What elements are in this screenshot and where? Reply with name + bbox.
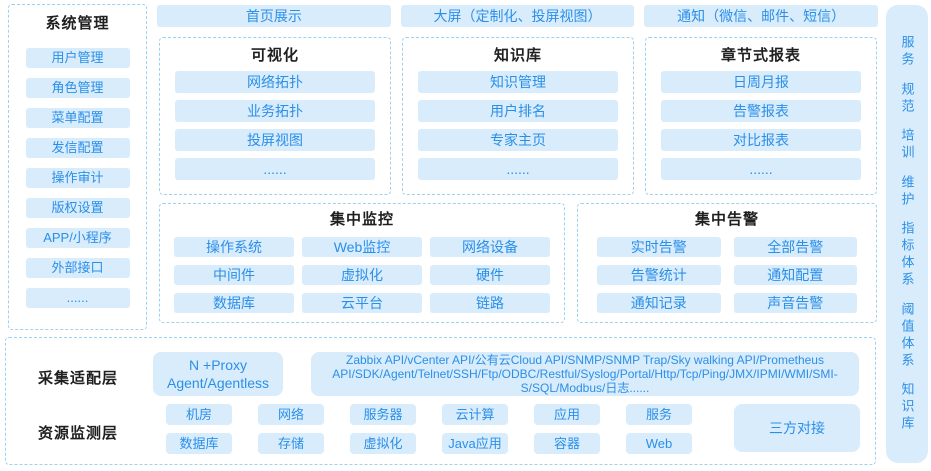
tile-database: 数据库 [166,433,232,454]
feature-row: 可视化 网络拓扑 业务拓扑 投屏视图 ...... 知识库 知识管理 用户排名 … [159,37,877,195]
tile-notification: 通知（微信、邮件、短信） [644,5,879,27]
tile-network-topology: 网络拓扑 [175,71,375,93]
tile-notification-record: 通知记录 [597,293,721,313]
tile-virtualization: 虚拟化 [350,433,416,454]
right-panel-item-threshold-system: 阈值体系 [899,301,915,370]
menu-tile-menu-config: 菜单配置 [25,108,130,128]
menu-tile-user-management: 用户管理 [25,48,130,68]
menu-tile-operation-audit: 操作审计 [25,168,130,188]
tile-link: 链路 [430,293,550,313]
tile-application: 应用 [534,404,600,425]
right-support-panel: 服务 规范 培训 维护 指标体系 阈值体系 知识库 [886,5,928,463]
tile-server: 服务器 [350,404,416,425]
tile-ellipsis: ...... [175,158,375,180]
right-panel-item-indicator-system: 指标体系 [899,221,915,289]
tile-network: 网络 [258,404,324,425]
tile-web-monitoring: Web监控 [302,237,422,257]
menu-tile-copyright-settings: 版权设置 [25,198,130,218]
right-panel-item-maintenance: 维护 [899,174,915,209]
centralized-alerting-items: 实时告警 全部告警 告警统计 通知配置 通知记录 声音告警 [578,237,876,313]
resource-grid: 机房 网络 服务器 云计算 应用 服务 数据库 存储 虚拟化 Java应用 容器… [166,404,692,454]
tile-sound-alarm: 声音告警 [733,293,857,313]
menu-tile-app-miniprogram: APP/小程序 [25,228,130,248]
menu-tile-external-interface: 外部接口 [25,258,130,278]
tile-middleware: 中间件 [174,265,294,285]
right-panel-item-training: 培训 [899,128,915,162]
tile-big-screen: 大屏（定制化、投屏视图） [400,5,635,27]
tile-hardware: 硬件 [430,265,550,285]
knowledge-base-items: 知识管理 用户排名 专家主页 ...... [403,71,633,180]
tile-projection-view: 投屏视图 [175,129,375,151]
tile-database: 数据库 [174,293,294,313]
tile-knowledge-management: 知识管理 [418,71,618,93]
tile-alarm-report: 告警报表 [661,100,861,122]
tile-operating-system: 操作系统 [174,237,294,257]
tile-cloud-computing: 云计算 [442,404,508,425]
tile-business-topology: 业务拓扑 [175,100,375,122]
tile-ellipsis: ...... [661,158,861,180]
tile-web: Web [626,433,692,454]
tile-daily-weekly-monthly-report: 日周月报 [661,71,861,93]
centralized-monitoring-items: 操作系统 Web监控 网络设备 中间件 虚拟化 硬件 数据库 云平台 链路 [160,237,564,313]
tile-user-ranking: 用户排名 [418,100,618,122]
centralized-monitoring-title: 集中监控 [329,211,394,228]
tile-expert-homepage: 专家主页 [418,129,618,151]
tile-realtime-alarm: 实时告警 [597,237,721,257]
mid-row: 集中监控 操作系统 Web监控 网络设备 中间件 虚拟化 硬件 数据库 云平台 … [159,203,877,323]
menu-tile-mail-config: 发信配置 [25,138,130,158]
resource-monitoring-layer-label: 资源监测层 [37,425,118,442]
tile-third-party-integration: 三方对接 [734,404,860,452]
tile-network-device: 网络设备 [430,237,550,257]
tile-proxy-agent: N +Proxy Agent/Agentless [153,352,283,396]
collection-adapter-layer-label: 采集适配层 [37,370,118,387]
right-panel-item-knowledge-base: 知识库 [899,382,915,433]
tile-comparison-report: 对比报表 [661,129,861,151]
chapter-report-title: 章节式报表 [720,47,801,64]
tile-notification-config: 通知配置 [733,265,857,285]
menu-tile-ellipsis: ...... [25,288,130,308]
visualization-box: 可视化 网络拓扑 业务拓扑 投屏视图 ...... [159,37,391,195]
chapter-report-items: 日周月报 告警报表 对比报表 ...... [646,71,876,180]
tile-alarm-statistics: 告警统计 [597,265,721,285]
tile-container: 容器 [534,433,600,454]
tile-all-alarms: 全部告警 [733,237,857,257]
tile-virtualization: 虚拟化 [302,265,422,285]
knowledge-base-box: 知识库 知识管理 用户排名 专家主页 ...... [402,37,634,195]
tile-api-protocols: Zabbix API/vCenter API/公有云Cloud API/SNMP… [311,352,859,396]
right-panel-item-standard: 规范 [899,81,915,116]
tile-service: 服务 [626,404,692,425]
visualization-items: 网络拓扑 业务拓扑 投屏视图 ...... [160,71,390,180]
bottom-layers-box: 采集适配层 N +Proxy Agent/Agentless Zabbix AP… [5,337,876,465]
right-panel-item-service: 服务 [899,35,915,69]
chapter-report-box: 章节式报表 日周月报 告警报表 对比报表 ...... [645,37,877,195]
tile-cloud-platform: 云平台 [302,293,422,313]
tile-homepage-display: 首页展示 [157,5,391,27]
top-row: 首页展示 大屏（定制化、投屏视图） 通知（微信、邮件、短信） [157,5,879,27]
centralized-monitoring-box: 集中监控 操作系统 Web监控 网络设备 中间件 虚拟化 硬件 数据库 云平台 … [159,203,565,323]
menu-tile-role-management: 角色管理 [25,78,130,98]
centralized-alerting-box: 集中告警 实时告警 全部告警 告警统计 通知配置 通知记录 声音告警 [577,203,877,323]
system-management-panel: 系统管理 用户管理 角色管理 菜单配置 发信配置 操作审计 版权设置 APP/小… [8,4,147,330]
system-management-title: 系统管理 [45,15,110,32]
centralized-alerting-title: 集中告警 [694,211,759,228]
tile-machine-room: 机房 [166,404,232,425]
visualization-title: 可视化 [250,47,299,64]
system-management-items: 用户管理 角色管理 菜单配置 发信配置 操作审计 版权设置 APP/小程序 外部… [9,48,146,308]
tile-ellipsis: ...... [418,158,618,180]
tile-storage: 存储 [258,433,324,454]
tile-java-application: Java应用 [442,433,508,454]
knowledge-base-title: 知识库 [493,47,542,64]
